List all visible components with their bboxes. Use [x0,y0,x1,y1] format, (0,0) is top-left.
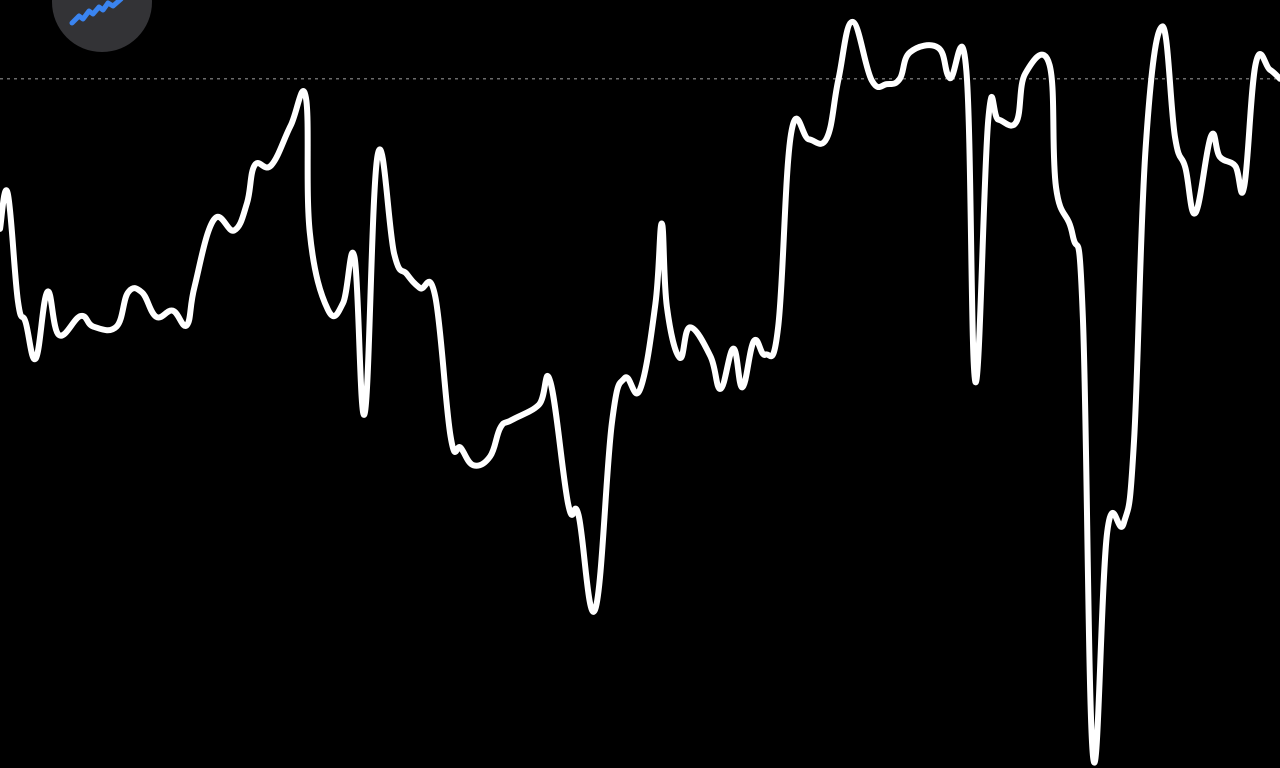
series-line [0,18,1280,766]
app-button[interactable] [52,0,152,52]
trend-line-icon [69,0,124,26]
